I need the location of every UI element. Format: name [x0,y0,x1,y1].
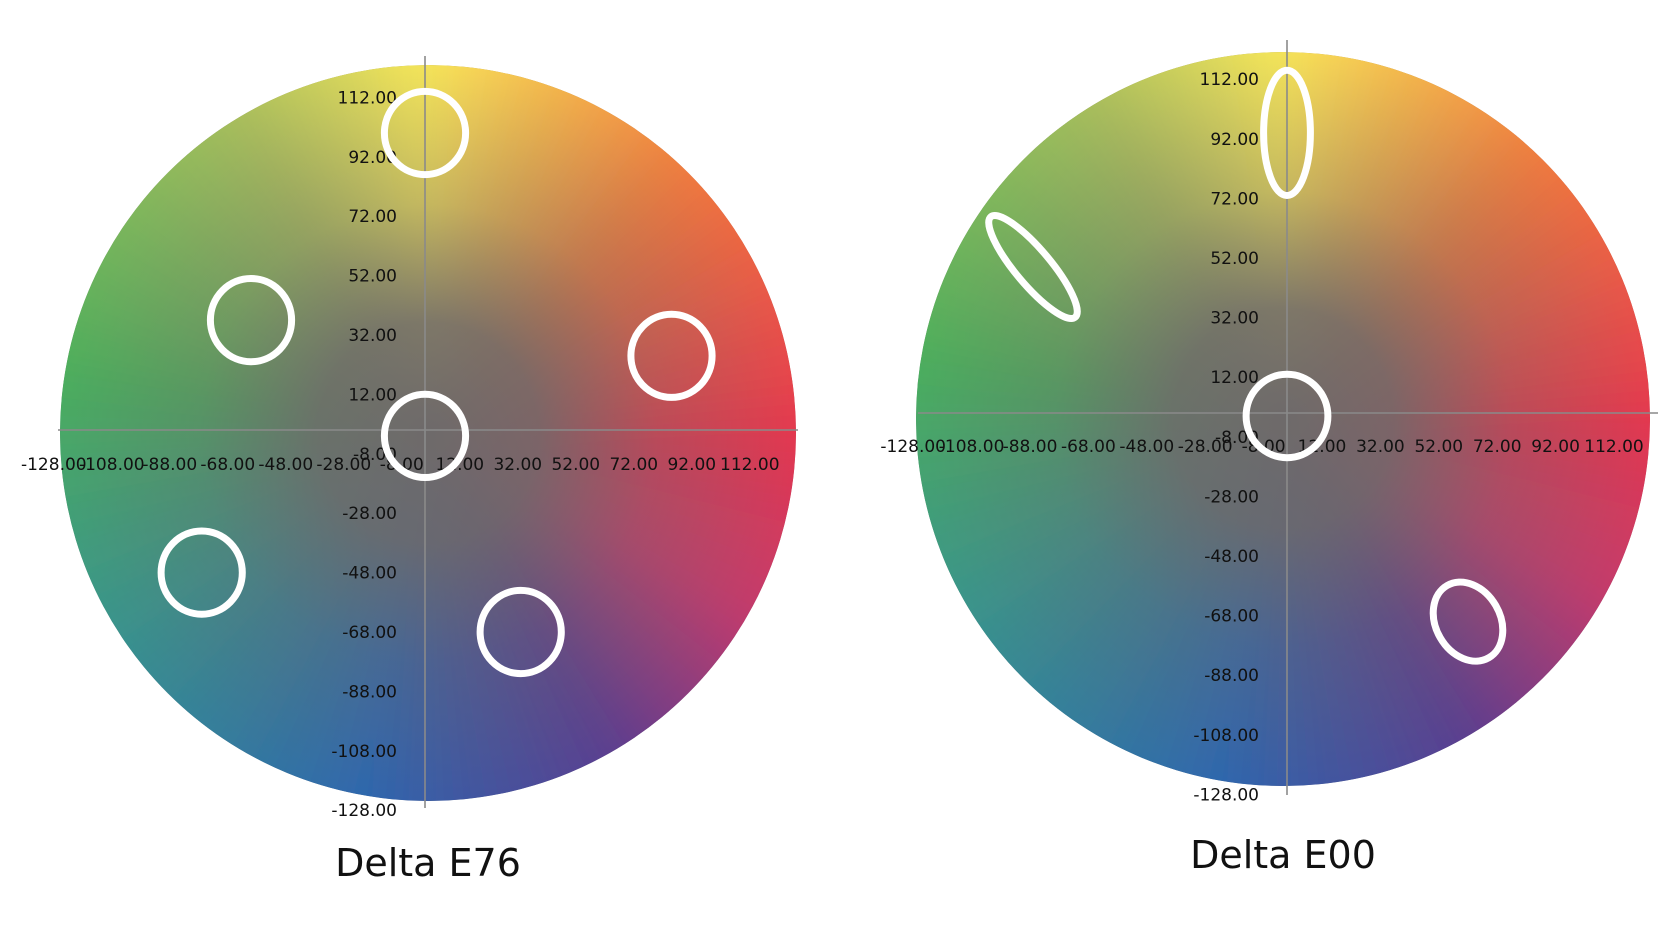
x-tick-label: 112.00 [720,455,779,475]
tolerance-ellipse [985,212,1081,322]
y-tick-label: -28.00 [1204,487,1259,507]
delta-e76-panel: -128.00-108.00-88.00 -68.00 -48.00 -28.00 -8… [21,56,798,885]
x-tick-label: -108.00 [79,455,145,475]
y-tick-label: -108.00 [331,742,397,762]
y-tick-label: -108.00 [1193,726,1259,746]
x-tick-labels: -128.00-108.00-88.00 -68.00 -48.00 -28.00 -8… [880,437,1643,457]
x-tick-label: 72.00 [609,455,658,475]
y-tick-label: -128.00 [331,801,397,821]
y-tick-label: 72.00 [1210,189,1259,209]
y-tick-label: -68.00 [342,623,397,643]
x-tick-label: -68.00 [200,455,255,475]
tolerance-ellipse [1260,66,1314,199]
tolerance-ellipse [206,275,296,366]
x-tick-label: 112.00 [1584,437,1643,457]
tolerance-ellipse [476,586,565,678]
delta-e00-panel: -128.00-108.00-88.00 -68.00 -48.00 -28.00 -8… [880,40,1658,877]
tolerance-ellipse [380,87,470,179]
tolerance-ellipses [985,66,1507,665]
y-tick-label: 12.00 [348,385,397,405]
axes [918,40,1658,795]
x-tick-label: 72.00 [1473,437,1522,457]
tolerance-ellipse [1242,370,1332,462]
x-tick-label: 32.00 [1356,437,1405,457]
y-tick-label: -68.00 [1204,607,1259,627]
tolerance-ellipse [380,390,470,481]
y-tick-label: -88.00 [342,682,397,702]
y-tick-label: -28.00 [342,504,397,524]
axes [58,56,798,808]
x-tick-label: -28.00 [316,455,371,475]
x-tick-label: -48.00 [258,455,313,475]
y-tick-label: -48.00 [1204,547,1259,567]
y-tick-label: 112.00 [1200,70,1259,90]
x-tick-label: -88.00 [142,455,197,475]
y-tick-label: 92.00 [1210,130,1259,150]
x-tick-label: 52.00 [551,455,600,475]
y-tick-label: -88.00 [1204,666,1259,686]
ab-color-wheel [916,52,1650,786]
x-tick-labels: -128.00-108.00-88.00 -68.00 -48.00 -28.00 -8… [21,455,780,475]
y-tick-label: -128.00 [1193,785,1259,805]
x-tick-label: -108.00 [939,437,1005,457]
y-tick-label: 92.00 [348,148,397,168]
x-tick-label: 32.00 [493,455,542,475]
y-tick-label: 52.00 [1210,249,1259,269]
ab-color-wheel [60,65,796,801]
y-tick-label: 112.00 [338,88,397,108]
tolerance-ellipse [627,310,716,401]
x-tick-label: -28.00 [1178,437,1233,457]
x-tick-label: -68.00 [1061,437,1116,457]
x-tick-label: -128.00 [880,437,946,457]
x-tick-label: 92.00 [1531,437,1580,457]
y-tick-label: 12.00 [1210,368,1259,388]
tolerance-ellipse [157,527,246,618]
y-tick-label: 32.00 [1210,309,1259,329]
x-tick-label: -88.00 [1003,437,1058,457]
x-tick-label: 52.00 [1414,437,1463,457]
tolerance-ellipse [1429,578,1507,665]
x-tick-label: -128.00 [21,455,87,475]
y-tick-label: 52.00 [348,267,397,287]
y-tick-label: -48.00 [342,564,397,584]
y-tick-label: 32.00 [348,326,397,346]
chart-title: Delta E76 [335,841,521,885]
x-tick-label: -48.00 [1119,437,1174,457]
y-tick-labels: 112.0092.0072.0052.0032.0012.00-8.00-28.… [1193,70,1259,805]
x-tick-label: 92.00 [667,455,716,475]
y-tick-label: 72.00 [348,207,397,227]
tolerance-ellipses [157,87,716,678]
chart-title: Delta E00 [1190,833,1376,877]
